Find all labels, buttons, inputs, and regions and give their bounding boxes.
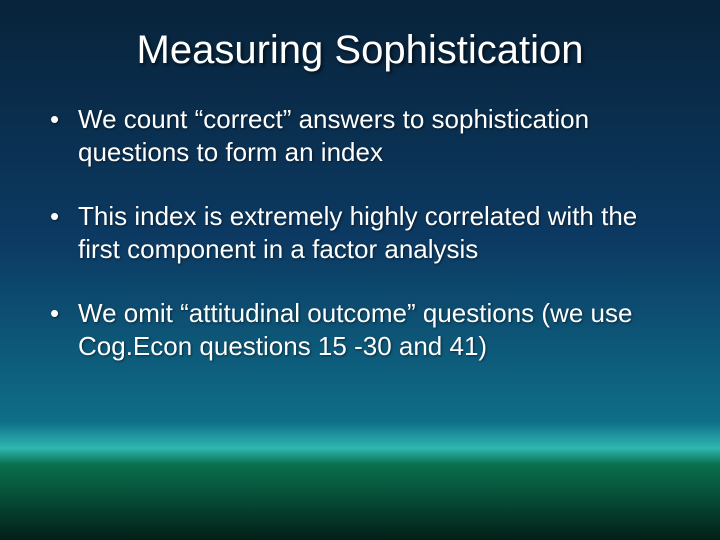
slide-body: We count “correct” answers to sophistica… bbox=[0, 73, 720, 362]
slide-title: Measuring Sophistication bbox=[0, 0, 720, 73]
list-item: This index is extremely highly correlate… bbox=[50, 200, 670, 265]
list-item: We count “correct” answers to sophistica… bbox=[50, 103, 670, 168]
bullet-list: We count “correct” answers to sophistica… bbox=[50, 103, 670, 362]
list-item: We omit “attitudinal outcome” questions … bbox=[50, 297, 670, 362]
slide: Measuring Sophistication We count “corre… bbox=[0, 0, 720, 540]
